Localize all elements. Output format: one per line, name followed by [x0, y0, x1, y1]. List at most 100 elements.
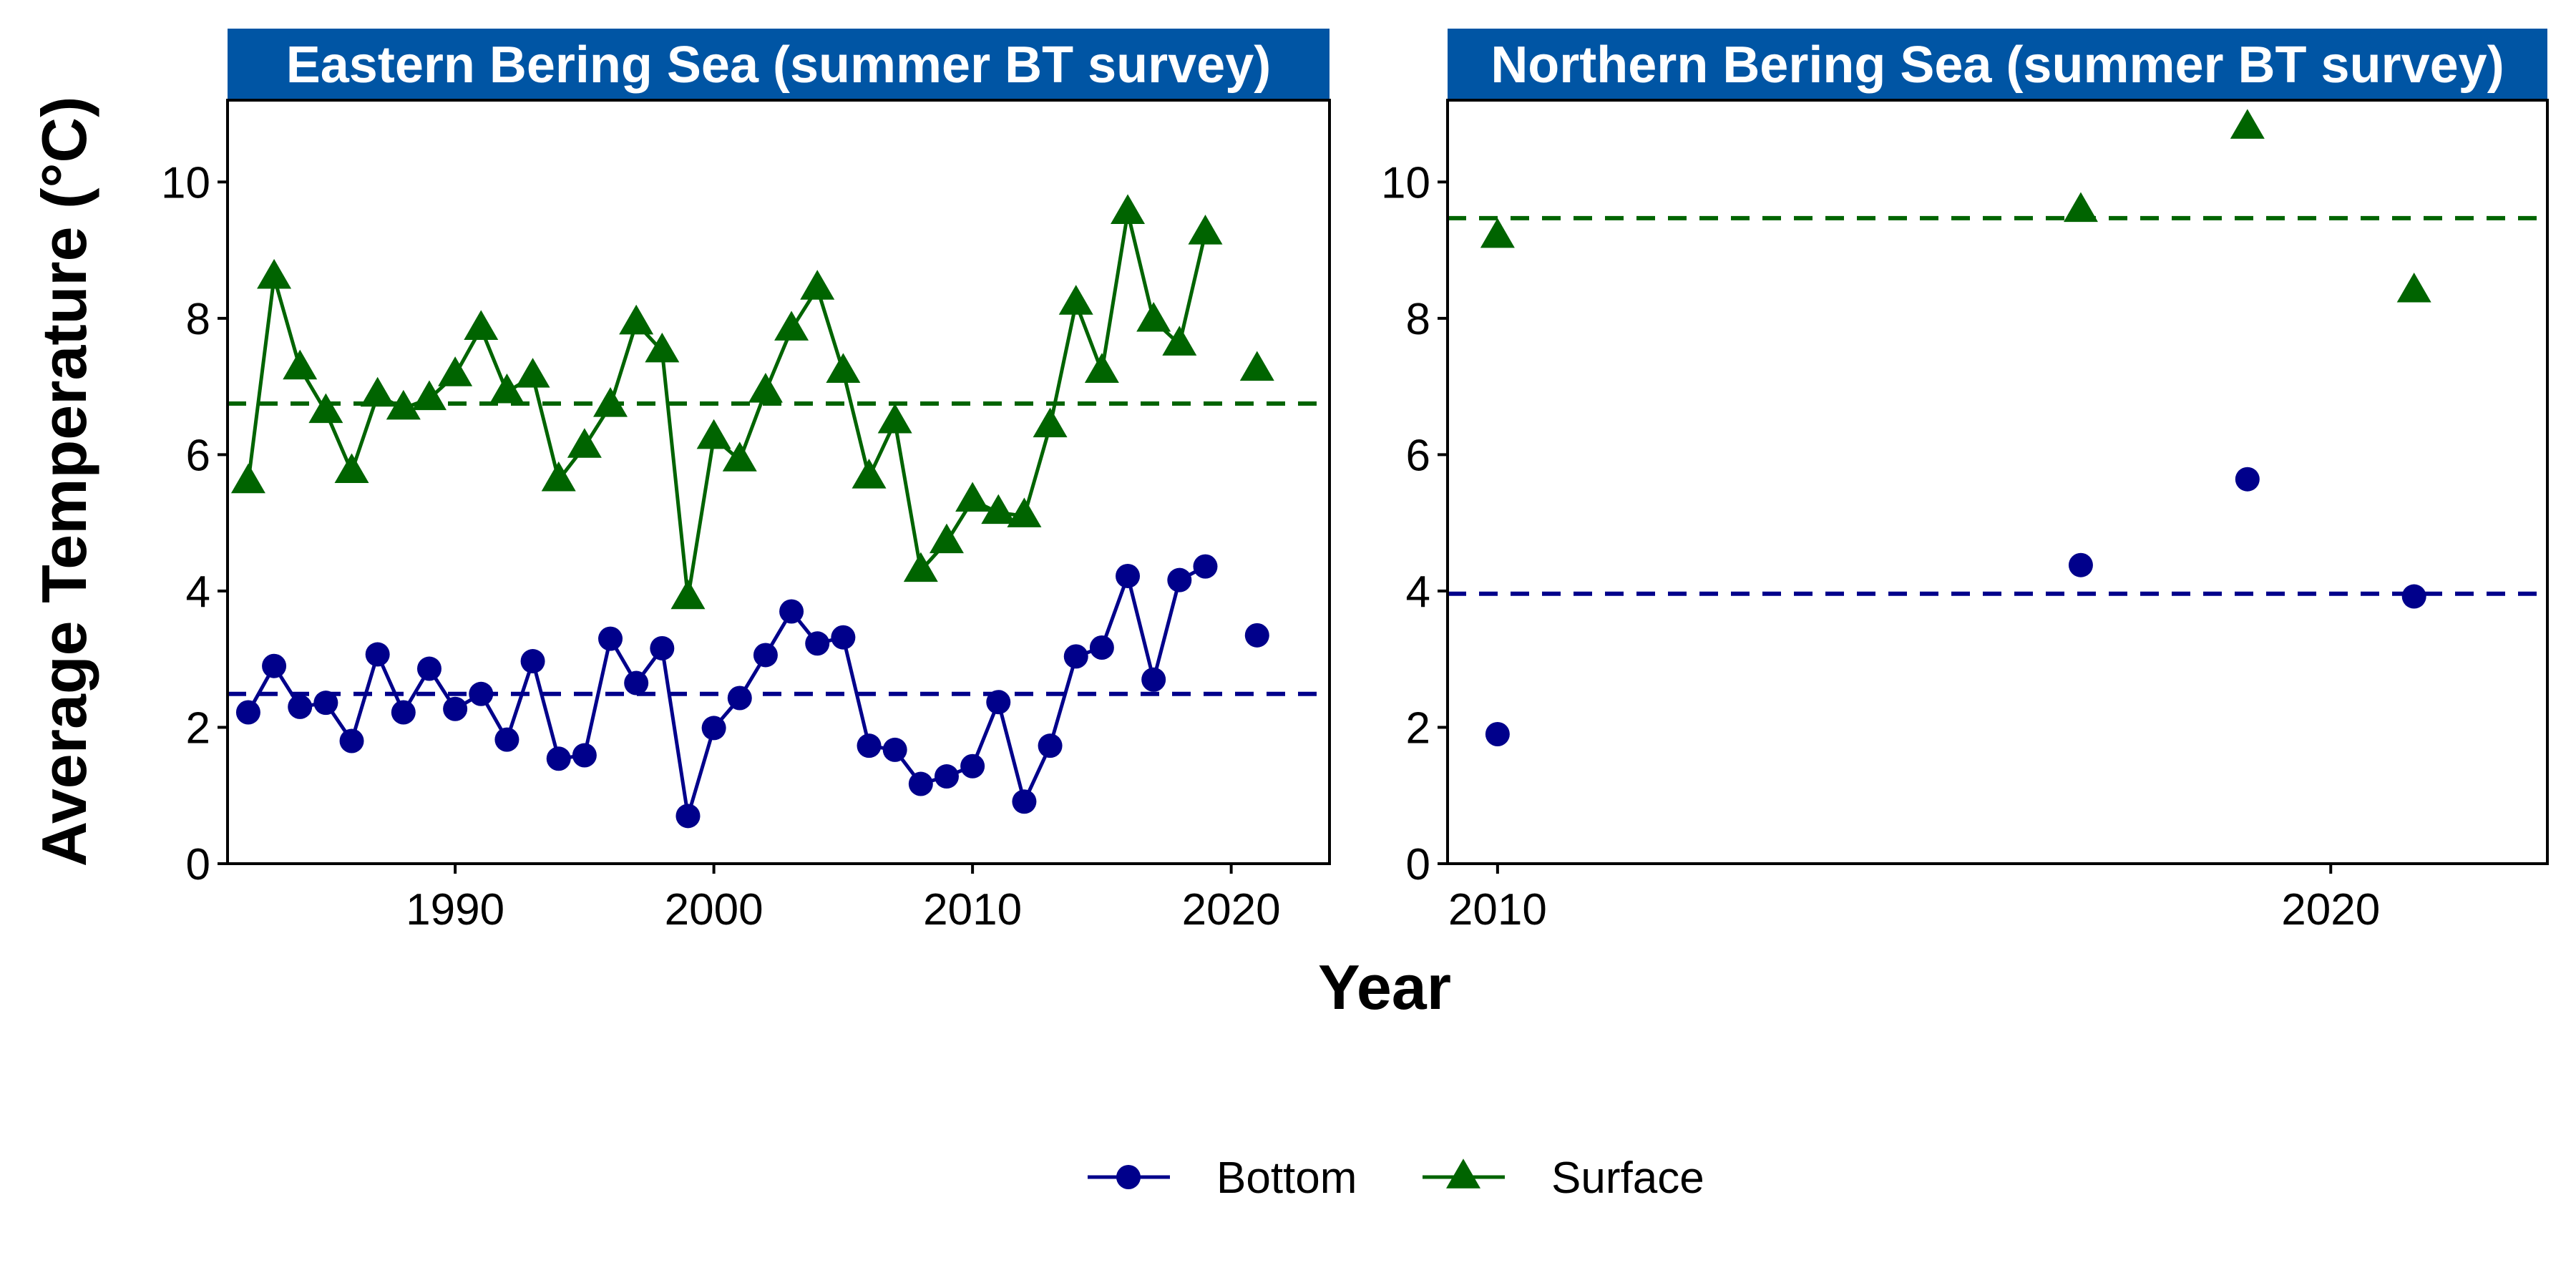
panel-border — [1446, 99, 2549, 865]
data-point-bottom — [1167, 567, 1192, 592]
data-point-bottom — [235, 700, 260, 725]
x-tick-label: 2020 — [1182, 885, 1281, 935]
data-point-surface — [334, 453, 369, 484]
data-point-surface — [283, 349, 318, 380]
data-point-bottom — [805, 631, 830, 656]
data-point-surface — [230, 463, 265, 494]
y-tick-label: 2 — [186, 703, 210, 753]
legend: Bottom Surface — [1088, 1153, 1704, 1203]
x-tick-label: 2020 — [2281, 885, 2380, 935]
series-surface — [1480, 109, 2431, 303]
x-tick-label: 1990 — [406, 885, 504, 935]
data-point-bottom — [986, 690, 1011, 715]
data-point-surface — [619, 304, 654, 335]
data-point-bottom — [339, 728, 364, 753]
data-point-bottom — [908, 771, 933, 796]
series-bottom — [1485, 467, 2426, 746]
data-point-surface — [489, 373, 525, 404]
data-point-bottom — [701, 716, 726, 741]
data-point-bottom — [1193, 554, 1218, 579]
data-point-bottom — [2401, 584, 2426, 609]
data-point-surface — [1033, 407, 1068, 438]
data-point-surface — [1084, 353, 1119, 383]
data-point-surface — [1188, 215, 1223, 245]
data-point-surface — [1480, 218, 1515, 248]
y-tick-label: 8 — [1406, 295, 1430, 344]
data-point-bottom — [2068, 552, 2093, 577]
data-point-bottom — [2235, 467, 2260, 492]
panels-layer: Eastern Bering Sea (summer BT survey) 0 2 4… — [161, 29, 2549, 935]
data-point-bottom — [288, 694, 313, 719]
data-point-surface — [308, 393, 343, 424]
y-tick-label: 4 — [1406, 567, 1430, 617]
panel-border — [226, 99, 1331, 865]
data-point-surface — [2396, 272, 2431, 303]
y-tick-label: 0 — [186, 840, 210, 889]
data-point-surface — [774, 311, 809, 341]
data-point-surface — [748, 373, 783, 403]
data-point-surface — [722, 441, 757, 472]
data-point-surface — [670, 579, 706, 610]
data-point-surface — [567, 428, 602, 458]
data-point-bottom — [546, 746, 571, 771]
data-point-surface — [826, 353, 861, 383]
data-point-surface — [1111, 194, 1146, 224]
data-point-surface — [1162, 326, 1197, 356]
data-point-bottom — [469, 681, 494, 706]
data-point-bottom — [882, 737, 907, 762]
x-tick-label: 2010 — [1448, 885, 1547, 935]
data-point-bottom — [598, 626, 623, 651]
data-point-surface — [360, 376, 395, 407]
y-tick-label: 6 — [1406, 431, 1430, 480]
data-point-bottom — [779, 599, 804, 624]
y-tick-label: 0 — [1406, 840, 1430, 889]
data-point-bottom — [831, 625, 856, 650]
y-tick-label: 10 — [161, 158, 210, 208]
data-point-surface — [696, 419, 731, 449]
data-point-surface — [955, 482, 990, 512]
y-tick-label: 6 — [186, 431, 210, 480]
legend-item-surface: Surface — [1423, 1153, 1704, 1203]
data-point-surface — [593, 387, 628, 417]
x-tick-label: 2000 — [665, 885, 763, 935]
data-point-surface — [1136, 301, 1171, 332]
series-surface — [230, 194, 1274, 610]
data-point-bottom — [313, 691, 338, 716]
data-point-bottom — [365, 642, 390, 667]
data-point-bottom — [1244, 623, 1269, 648]
data-point-bottom — [1063, 644, 1088, 669]
data-point-surface — [386, 389, 421, 420]
data-point-bottom — [262, 653, 287, 678]
legend-label: Surface — [1551, 1153, 1704, 1203]
data-point-bottom — [391, 700, 416, 725]
y-axis-title: Average Temperature (°C) — [29, 97, 99, 867]
data-point-bottom — [1141, 667, 1166, 692]
panel-strip — [1448, 29, 2547, 100]
data-point-bottom — [727, 686, 752, 711]
data-point-bottom — [443, 696, 468, 721]
data-point-bottom — [934, 764, 959, 789]
data-point-surface — [515, 358, 550, 388]
data-point-surface — [852, 459, 887, 489]
panel-1: Eastern Bering Sea (summer BT survey) 0 2 4… — [161, 29, 1331, 935]
data-point-bottom — [1038, 733, 1063, 758]
legend-triangle-marker — [1446, 1158, 1480, 1189]
panel-strip — [228, 29, 1330, 100]
y-tick-label: 2 — [1406, 703, 1430, 753]
data-point-surface — [464, 310, 499, 340]
legend-item-bottom: Bottom — [1088, 1153, 1357, 1203]
series-bottom — [235, 554, 1269, 829]
legend-circle-marker — [1116, 1165, 1141, 1189]
data-point-bottom — [1012, 789, 1037, 814]
legend-label: Bottom — [1216, 1153, 1357, 1203]
data-point-surface — [903, 552, 938, 582]
data-point-bottom — [572, 743, 597, 768]
data-point-surface — [1007, 497, 1042, 527]
data-point-bottom — [650, 635, 675, 660]
data-point-bottom — [675, 804, 701, 829]
data-point-surface — [800, 270, 835, 300]
x-tick-label: 2010 — [923, 885, 1022, 935]
data-point-surface — [2063, 192, 2098, 223]
data-point-bottom — [416, 656, 441, 681]
